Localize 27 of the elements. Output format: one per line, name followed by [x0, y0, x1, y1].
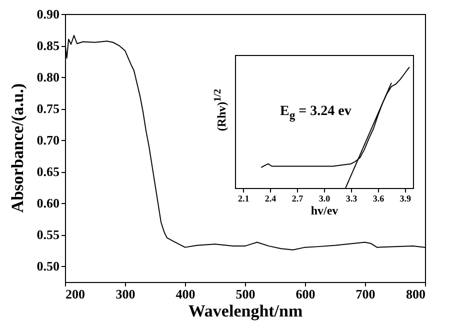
annotation: E$_{g}$ = 3.24 ev: [280, 104, 352, 122]
y-tick-label: 0.70: [36, 132, 60, 148]
x-tick-label: 800: [406, 286, 426, 302]
y-axis-title: Absorbance/(a.u.): [8, 83, 28, 213]
x-tick-label: 2.1: [238, 194, 250, 204]
x-tick-label: 2.7: [292, 194, 304, 204]
x-tick-label: 3.0: [318, 194, 331, 204]
y-tick-label: 0.55: [36, 227, 60, 242]
y-tick-label: 0.60: [36, 196, 60, 211]
y-tick-label: 0.75: [36, 101, 60, 116]
x-tick-label: 3.3: [346, 194, 358, 204]
x-axis-title: hv/ev: [310, 204, 338, 218]
x-tick-label: 600: [296, 286, 316, 302]
x-tick-label: 300: [116, 286, 136, 302]
x-tick-label: 3.6: [372, 194, 385, 204]
y-tick-label: 0.65: [36, 164, 60, 180]
y-tick-label: 0.80: [36, 70, 60, 85]
x-tick-label: 200: [66, 286, 85, 302]
x-tick-label: 700: [356, 286, 376, 302]
y-tick-label: 0.50: [36, 258, 60, 274]
x-tick-label: 3.9: [400, 194, 412, 204]
x-axis-title: Wavelenght/nm: [188, 302, 303, 320]
x-tick-label: 400: [176, 286, 196, 302]
y-tick-label: 0.85: [36, 38, 60, 54]
x-tick-label: 2.4: [264, 194, 277, 204]
y-tick-label: 0.90: [36, 6, 60, 22]
x-tick-label: 500: [236, 286, 256, 302]
